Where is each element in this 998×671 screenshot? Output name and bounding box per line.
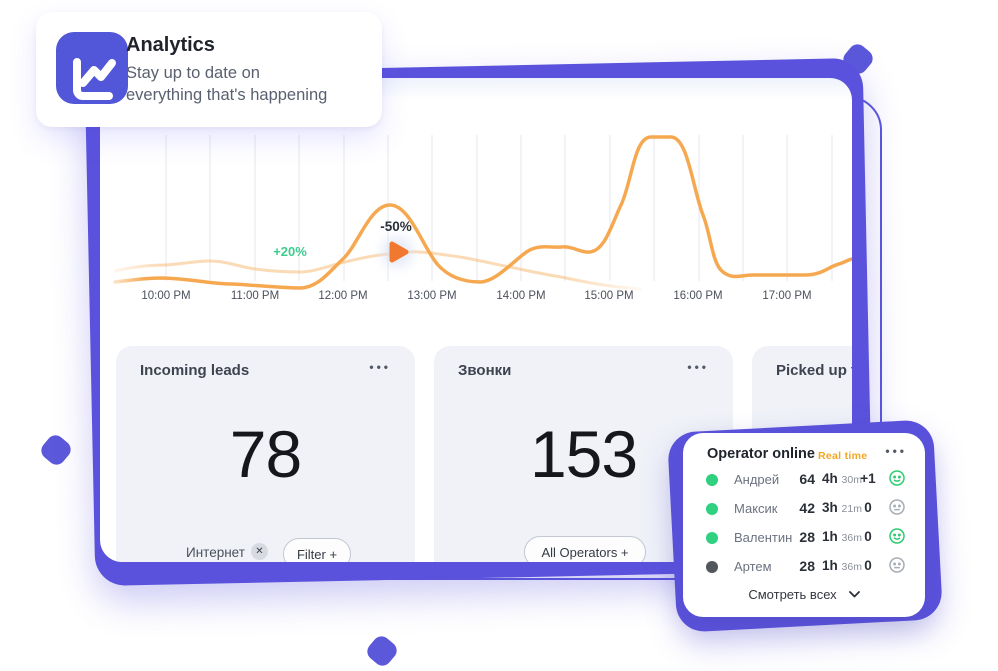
decorative-blob-left — [37, 431, 75, 469]
x-axis-label: 17:00 PM — [762, 290, 812, 302]
operator-duration: 1h 36m — [822, 558, 862, 573]
x-axis-label: 10:00 PM — [141, 290, 191, 302]
chart-gridlines — [165, 135, 833, 281]
orange-play-marker[interactable] — [389, 241, 409, 263]
analytics-title: Analytics — [126, 34, 215, 56]
duration-minutes: 36m — [841, 532, 862, 544]
operator-name: Андрей — [734, 472, 780, 487]
operator-delta: 0 — [864, 529, 872, 544]
incoming-leads-card: Incoming leads ••• 78 Интернет ✕ Filter … — [116, 346, 415, 562]
operator-name: Максик — [734, 501, 778, 516]
online-status-dot — [706, 474, 718, 486]
operator-delta: 0 — [864, 558, 872, 573]
duration-minutes: 30m — [841, 474, 862, 486]
duration-hours: 3h — [822, 500, 838, 515]
filter-chip-label: Интернет — [186, 545, 245, 560]
operator-calls-count: 42 — [799, 500, 815, 516]
analytics-subtitle-line2: everything that's happening — [126, 86, 328, 105]
mood-face-icon — [887, 526, 907, 546]
mood-face-icon — [887, 468, 907, 488]
duration-minutes: 36m — [841, 561, 862, 573]
operator-calls-count: 64 — [799, 471, 815, 487]
operator-row[interactable]: Андрей 64 4h 30m +1 — [683, 465, 925, 494]
operator-row[interactable]: Артем 28 1h 36m 0 — [683, 552, 925, 581]
operator-calls-count: 28 — [799, 529, 815, 545]
mood-face-icon — [887, 555, 907, 575]
chart-series-current — [113, 135, 852, 290]
x-axis-label: 18:00 PM — [841, 290, 852, 302]
online-status-dot — [706, 503, 718, 515]
operator-online-card: Operator online Real time ••• Андрей 64 … — [683, 433, 925, 617]
operator-delta: +1 — [860, 471, 876, 486]
operator-delta: 0 — [864, 500, 872, 515]
x-axis-label: 15:00 PM — [584, 290, 634, 302]
card-title: Звонки — [458, 362, 512, 379]
chart-annotation-plus20: +20% — [273, 244, 307, 259]
mood-face-icon — [887, 497, 907, 517]
analytics-tooltip-card: Analytics Stay up to date on everything … — [36, 12, 382, 127]
card-title: Picked up the phone — [776, 362, 852, 379]
filter-button[interactable]: Filter + — [283, 538, 351, 562]
x-axis-label: 14:00 PM — [496, 290, 546, 302]
more-options-icon[interactable]: ••• — [687, 360, 709, 374]
operator-row[interactable]: Валентин 28 1h 36m 0 — [683, 523, 925, 552]
online-status-dot — [706, 561, 718, 573]
chart-annotation-minus50: -50% — [380, 219, 412, 234]
operator-calls-count: 28 — [799, 558, 815, 574]
x-axis-label: 11:00 PM — [230, 290, 280, 302]
see-all-operators-link[interactable]: Смотреть всех — [683, 583, 925, 605]
incoming-leads-value: 78 — [229, 417, 302, 491]
calls-value: 153 — [529, 417, 638, 491]
operator-card-title: Operator online — [707, 446, 815, 462]
chip-remove-icon[interactable]: ✕ — [251, 543, 268, 560]
operator-name: Артем — [734, 559, 772, 574]
duration-hours: 1h — [822, 558, 838, 573]
more-options-icon[interactable]: ••• — [885, 444, 907, 458]
more-options-icon[interactable]: ••• — [369, 360, 391, 374]
decorative-blob-bottom — [363, 632, 401, 670]
traffic-line-chart — [113, 135, 852, 291]
chevron-down-icon — [848, 590, 860, 597]
card-title: Incoming leads — [140, 362, 250, 379]
line-chart-icon — [56, 32, 128, 104]
duration-hours: 1h — [822, 529, 838, 544]
chart-series-previous — [113, 250, 642, 291]
real-time-badge: Real time — [818, 450, 868, 462]
x-axis-label: 13:00 PM — [407, 290, 457, 302]
operator-name: Валентин — [734, 530, 793, 545]
operator-duration: 1h 36m — [822, 529, 862, 544]
operator-row[interactable]: Максик 42 3h 21m 0 — [683, 494, 925, 523]
analytics-subtitle-line1: Stay up to date on — [126, 64, 260, 82]
analytics-subtitle: Stay up to date on everything that's hap… — [126, 62, 327, 107]
duration-hours: 4h — [822, 471, 838, 486]
x-axis-label: 16:00 PM — [673, 290, 723, 302]
online-status-dot — [706, 532, 718, 544]
duration-minutes: 21m — [841, 503, 862, 515]
see-all-label: Смотреть всех — [748, 586, 837, 602]
operator-duration: 3h 21m — [822, 500, 862, 515]
x-axis-label: 12:00 PM — [318, 290, 368, 302]
all-operators-filter-button[interactable]: All Operators + — [524, 536, 646, 562]
operator-duration: 4h 30m — [822, 471, 862, 486]
